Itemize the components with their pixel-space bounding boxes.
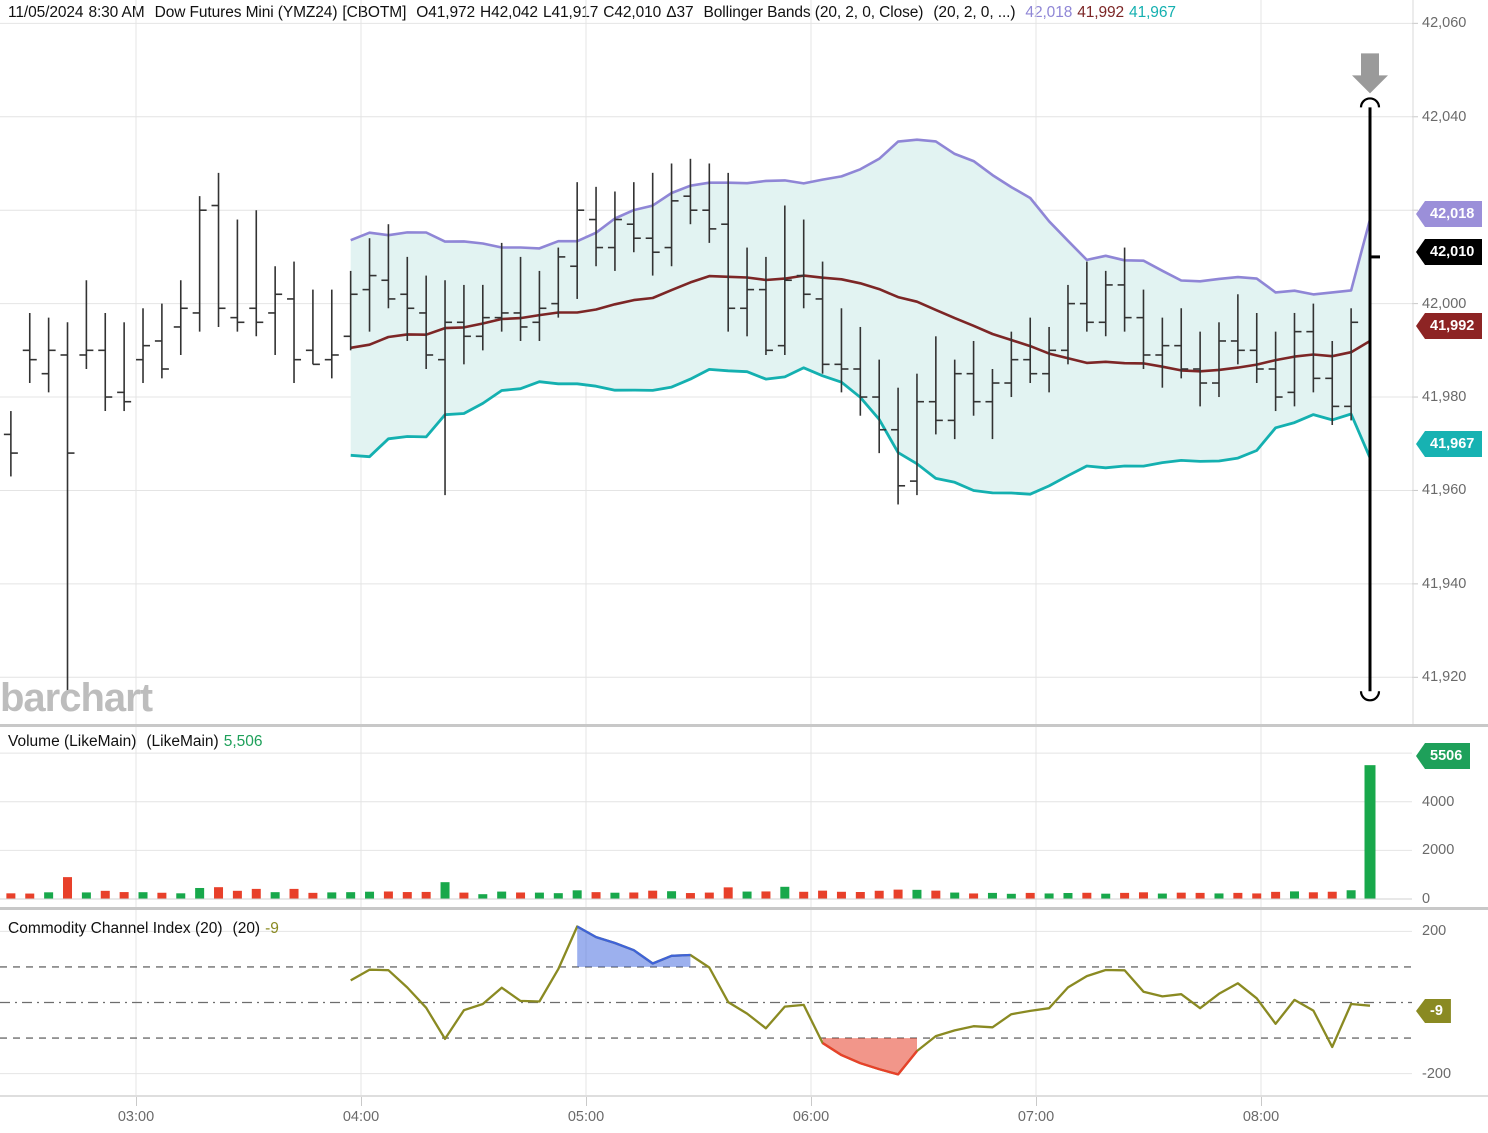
chart-header: 11/05/2024 8:30 AM Dow Futures Mini (YMZ24… bbox=[8, 4, 1176, 26]
header-lower-value: 41,967 bbox=[1129, 4, 1176, 21]
header-high: H42,042 bbox=[480, 4, 538, 21]
time-axis-tick bbox=[586, 1097, 587, 1106]
header-upper-value: 42,018 bbox=[1025, 4, 1073, 21]
price-axis[interactable] bbox=[1412, 0, 1488, 724]
volume-chart-panel[interactable] bbox=[0, 727, 1412, 907]
volume-value-badge: 5506 bbox=[1416, 743, 1471, 769]
header-study-params: (20, 2, 0, ...) bbox=[933, 4, 1016, 21]
cci-chart-panel[interactable] bbox=[0, 910, 1412, 1095]
header-date: 11/05/2024 bbox=[8, 4, 84, 21]
time-axis-label: 03:00 bbox=[117, 1109, 155, 1125]
time-axis-label: 06:00 bbox=[792, 1109, 830, 1125]
time-axis-label: 07:00 bbox=[1017, 1109, 1055, 1125]
header-time: 8:30 AM bbox=[88, 4, 145, 21]
volume-title-sub: (LikeMain) bbox=[146, 733, 219, 750]
time-axis-tick bbox=[136, 1097, 137, 1106]
cci-plot-area[interactable] bbox=[0, 910, 1412, 1095]
cci-axis-label: 200 bbox=[1422, 923, 1447, 940]
header-close: C42,010 bbox=[603, 4, 662, 21]
volume-axis-label: 0 bbox=[1422, 891, 1431, 907]
price-plot-area[interactable] bbox=[0, 0, 1412, 724]
cci-axis-label: -200 bbox=[1422, 1065, 1452, 1082]
header-symbol[interactable]: Dow Futures Mini (YMZ24) bbox=[154, 4, 338, 21]
time-axis-tick bbox=[811, 1097, 812, 1106]
header-low: L41,917 bbox=[542, 4, 599, 21]
panel-separator-cci bbox=[0, 907, 1488, 910]
cci-current-value: -9 bbox=[265, 920, 279, 937]
volume-axis-label: 2000 bbox=[1422, 842, 1455, 859]
cci-title-sub: (20) bbox=[232, 920, 261, 937]
volume-axis-label: 6000 bbox=[1422, 745, 1455, 762]
header-middle-value: 41,992 bbox=[1077, 4, 1125, 21]
cci-panel-title: Commodity Channel Index (20) (20) -9 bbox=[8, 920, 279, 938]
volume-current-value: 5,506 bbox=[223, 733, 263, 750]
time-axis-tick bbox=[1261, 1097, 1262, 1106]
price-chart-panel[interactable] bbox=[0, 0, 1412, 724]
time-axis-label: 05:00 bbox=[567, 1109, 605, 1125]
cci-title-main: Commodity Channel Index (20) bbox=[8, 920, 223, 937]
header-open: O41,972 bbox=[416, 4, 476, 21]
time-axis-tick bbox=[1036, 1097, 1037, 1106]
volume-plot-area[interactable] bbox=[0, 727, 1412, 907]
barchart-watermark: barchart bbox=[0, 676, 153, 720]
time-axis[interactable]: 03:00 04:00 05:00 06:00 07:00 08:00 bbox=[0, 1095, 1488, 1133]
header-study-name[interactable]: Bollinger Bands (20, 2, 0, Close) bbox=[703, 4, 924, 21]
time-axis-label: 08:00 bbox=[1242, 1109, 1280, 1125]
panel-separator-volume bbox=[0, 724, 1488, 727]
volume-panel-title: Volume (LikeMain) (LikeMain) 5,506 bbox=[8, 733, 263, 751]
cci-value-badge: -9 bbox=[1416, 999, 1451, 1023]
time-axis-label: 04:00 bbox=[342, 1109, 380, 1125]
header-change: Δ37 bbox=[666, 4, 694, 21]
volume-title-main: Volume (LikeMain) bbox=[8, 733, 137, 750]
volume-axis-label: 4000 bbox=[1422, 793, 1455, 810]
time-axis-tick bbox=[361, 1097, 362, 1106]
header-exchange: [CBOTM] bbox=[342, 4, 407, 21]
